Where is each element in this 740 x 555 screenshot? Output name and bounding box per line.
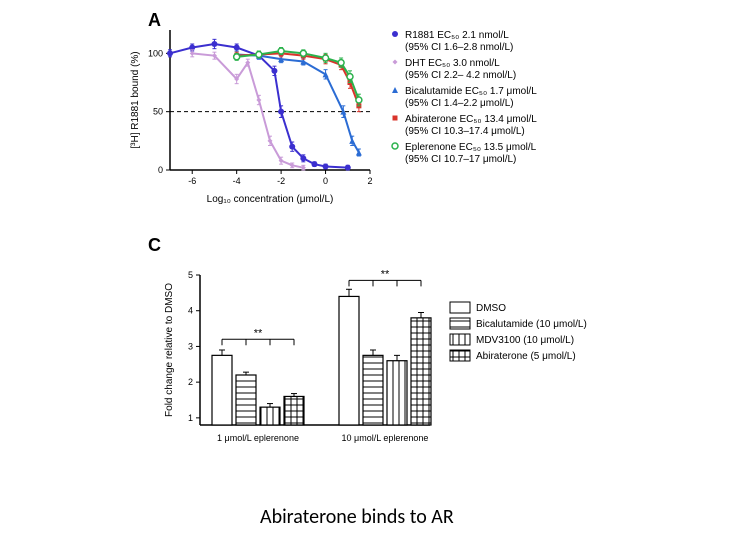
svg-text:R1881 EC₅₀ 2.1 nmol/L: R1881 EC₅₀ 2.1 nmol/L: [405, 30, 509, 41]
figure-caption: Abiraterone binds to AR: [260, 505, 454, 529]
svg-text:(95% CI 1.6–2.8 nmol/L): (95% CI 1.6–2.8 nmol/L): [405, 42, 513, 53]
svg-text:Bicalutamide EC₅₀ 1.7 μmol/L: Bicalutamide EC₅₀ 1.7 μmol/L: [405, 86, 537, 97]
panel-c-chart: 1 2 3 4 5 Fold change relative to DMSO ** 1 μmo…: [0, 240, 740, 490]
svg-text:**: **: [381, 268, 390, 280]
svg-text:2: 2: [367, 176, 372, 186]
svg-text:Fold change relative to DMSO: Fold change relative to DMSO: [164, 283, 175, 417]
svg-text:0: 0: [158, 165, 163, 175]
svg-text:100: 100: [148, 48, 163, 58]
svg-text:DMSO: DMSO: [476, 303, 506, 314]
svg-text:50: 50: [153, 107, 163, 117]
svg-text:2: 2: [188, 377, 193, 387]
svg-text:0: 0: [323, 176, 328, 186]
svg-text:Bicalutamide (10 μmol/L): Bicalutamide (10 μmol/L): [476, 319, 587, 330]
panel-a-chart: -6 -4 -2 0 2 0 50 100 Log₁₀ concentration (μmol/…: [0, 0, 740, 220]
svg-text:Abiraterone (5 μmol/L): Abiraterone (5 μmol/L): [476, 351, 576, 362]
svg-text:[³H] R1881 bound (%): [³H] R1881 bound (%): [130, 51, 141, 148]
svg-text:Abiraterone EC₅₀ 13.4 μmol/L: Abiraterone EC₅₀ 13.4 μmol/L: [405, 114, 537, 125]
svg-text:(95% CI 10.3–17.4 μmol/L): (95% CI 10.3–17.4 μmol/L): [405, 126, 525, 137]
svg-text:-2: -2: [277, 176, 285, 186]
svg-text:1 μmol/L eplerenone: 1 μmol/L eplerenone: [217, 433, 299, 443]
svg-text:(95% CI 2.2– 4.2 nmol/L): (95% CI 2.2– 4.2 nmol/L): [405, 70, 516, 81]
svg-text:(95% CI 10.7–17 μmol/L): (95% CI 10.7–17 μmol/L): [405, 154, 516, 165]
svg-text:**: **: [254, 327, 263, 339]
svg-text:4: 4: [188, 306, 193, 316]
svg-text:Eplerenone EC₅₀ 13.5 μmol/L: Eplerenone EC₅₀ 13.5 μmol/L: [405, 142, 537, 153]
svg-text:Log₁₀ concentration (μmol/L): Log₁₀ concentration (μmol/L): [207, 194, 334, 205]
svg-text:-4: -4: [233, 176, 241, 186]
svg-text:10 μmol/L eplerenone: 10 μmol/L eplerenone: [342, 433, 429, 443]
svg-text:MDV3100 (10 μmol/L): MDV3100 (10 μmol/L): [476, 335, 574, 346]
svg-text:1: 1: [188, 413, 193, 423]
svg-text:5: 5: [188, 270, 193, 280]
svg-text:-6: -6: [188, 176, 196, 186]
svg-text:(95% CI 1.4–2.2 μmol/L): (95% CI 1.4–2.2 μmol/L): [405, 98, 514, 109]
svg-text:DHT EC₅₀ 3.0 nmol/L: DHT EC₅₀ 3.0 nmol/L: [405, 58, 500, 69]
svg-text:3: 3: [188, 341, 193, 351]
